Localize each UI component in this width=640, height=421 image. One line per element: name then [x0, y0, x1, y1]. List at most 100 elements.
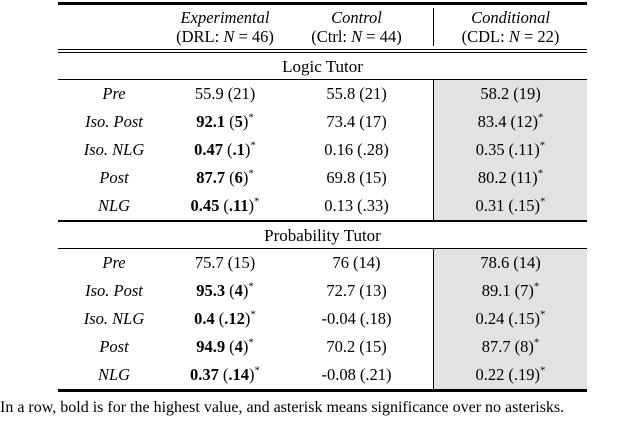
cell-sd: 4	[234, 281, 243, 300]
significance-asterisk: *	[539, 139, 546, 152]
paren-open: (	[357, 196, 363, 215]
cell-sd: .14	[228, 365, 249, 384]
column-title: Experimental	[180, 8, 270, 27]
significance-asterisk: *	[254, 195, 260, 208]
paren-open: (	[514, 281, 521, 300]
sub-text: (Ctrl:	[311, 27, 352, 46]
significance-asterisk: *	[533, 336, 540, 349]
data-cell: 0.31 (.15)*	[433, 192, 587, 220]
cell-sd: 11	[516, 168, 533, 187]
data-cell: -0.08 (.21)	[280, 361, 433, 389]
paren-open: (	[218, 309, 225, 328]
cell-value: 75.7	[194, 253, 224, 272]
row-label: Iso. NLG	[83, 140, 145, 159]
paren-close: )	[242, 281, 249, 300]
cell-sd: 15	[364, 337, 382, 356]
column-title: Control	[331, 8, 382, 27]
data-cell: 73.4 (17)	[280, 108, 433, 136]
table-body: Logic Tutor Pre 55.9 (21) 55.8 (21) 58.2 (19) Is…	[58, 53, 587, 389]
column-title: Conditional	[471, 8, 550, 27]
cell-value: 0.31	[475, 196, 505, 215]
cell-sd: .19	[513, 365, 535, 384]
data-cell: 83.4 (12)*	[433, 108, 587, 136]
data-cell: 0.4 (.12)*	[170, 305, 280, 333]
row-label: Iso. NLG	[83, 309, 145, 328]
paren-close: )	[381, 168, 387, 187]
cell-value: 0.47	[194, 140, 223, 159]
cell-value: 87.7	[196, 168, 226, 187]
significance-asterisk: *	[250, 139, 256, 152]
data-cell: 95.3 (4)*	[170, 277, 280, 305]
column-subtitle: (Ctrl: N = 44)	[280, 27, 433, 46]
row-label: Iso. Post	[85, 112, 143, 131]
cell-value: 70.2	[326, 337, 356, 356]
paren-close: )	[242, 112, 249, 131]
column-subtitle: (CDL: N = 22)	[434, 27, 587, 46]
cell-sd: 15	[364, 168, 382, 187]
significance-asterisk: *	[537, 111, 544, 124]
cell-sd: .15	[513, 309, 535, 328]
row-label: Pre	[102, 84, 126, 103]
data-cell: 94.9 (4)*	[170, 333, 280, 361]
paren-open: (	[508, 365, 514, 384]
paren-close: )	[532, 112, 538, 131]
significance-asterisk: *	[533, 280, 540, 293]
results-table: Experimental (DRL: N = 46) Control (Ctrl…	[58, 2, 587, 392]
cell-value: 72.7	[326, 281, 356, 300]
cell-value: -0.04	[321, 309, 356, 328]
cell-value: 78.6	[480, 253, 510, 272]
column-header-control: Control (Ctrl: N = 44)	[280, 8, 433, 46]
paren-close: )	[381, 337, 387, 356]
row-label: Iso. Post	[85, 281, 143, 300]
data-cell: 70.2 (15)	[280, 333, 433, 361]
paren-open: (	[510, 168, 517, 187]
cell-sd: .18	[365, 309, 386, 328]
cell-value: 55.8	[326, 84, 356, 103]
section-title: Logic Tutor	[58, 53, 587, 80]
sub-text: = 46)	[234, 27, 274, 46]
cell-sd: .11	[514, 140, 535, 159]
table-section: Logic Tutor Pre 55.9 (21) 55.8 (21) 58.2 (19) Is…	[58, 53, 587, 220]
data-cell: 78.6 (14)	[433, 249, 587, 277]
paren-close: )	[381, 84, 387, 103]
cell-value: 69.8	[326, 168, 356, 187]
paren-close: )	[534, 309, 541, 328]
paren-open: (	[223, 196, 229, 215]
paren-close: )	[244, 309, 251, 328]
paren-open: (	[227, 140, 233, 159]
cell-sd: 15	[233, 253, 250, 272]
paren-open: (	[508, 309, 514, 328]
cell-sd: 17	[364, 112, 382, 131]
row-label: Post	[99, 168, 129, 187]
significance-asterisk: *	[248, 336, 254, 349]
paren-open: (	[359, 309, 366, 328]
paren-open: (	[359, 337, 365, 356]
paren-open: (	[229, 112, 235, 131]
paren-close: )	[375, 253, 381, 272]
paren-close: )	[534, 196, 541, 215]
cell-sd: .11	[228, 196, 249, 215]
paren-close: )	[528, 281, 534, 300]
paren-close: )	[381, 112, 387, 131]
paren-open: (	[227, 84, 234, 103]
paren-close: )	[242, 168, 249, 187]
paren-close: )	[249, 253, 256, 272]
paren-close: )	[381, 281, 387, 300]
paren-open: (	[359, 281, 365, 300]
paren-open: (	[510, 112, 516, 131]
section-rows: Pre 75.7 (15) 76 (14) 78.6 (14) Iso. Post 95.3 (4…	[58, 249, 587, 389]
cell-sd: .21	[365, 365, 386, 384]
significance-asterisk: *	[248, 280, 254, 293]
sub-text: (CDL:	[461, 27, 509, 46]
column-subtitle: (DRL: N = 46)	[170, 27, 280, 46]
paren-open: (	[513, 253, 519, 272]
cell-value: -0.08	[321, 365, 356, 384]
table-header: Experimental (DRL: N = 46) Control (Ctrl…	[58, 5, 587, 53]
data-cell: -0.04 (.18)	[280, 305, 433, 333]
cell-sd: 6	[234, 168, 243, 187]
cell-value: 80.2	[477, 168, 507, 187]
cell-value: 0.13	[324, 196, 354, 215]
data-cell: 0.37 (.14)*	[170, 361, 280, 389]
paren-close: )	[535, 253, 541, 272]
cell-value: 89.1	[481, 281, 511, 300]
